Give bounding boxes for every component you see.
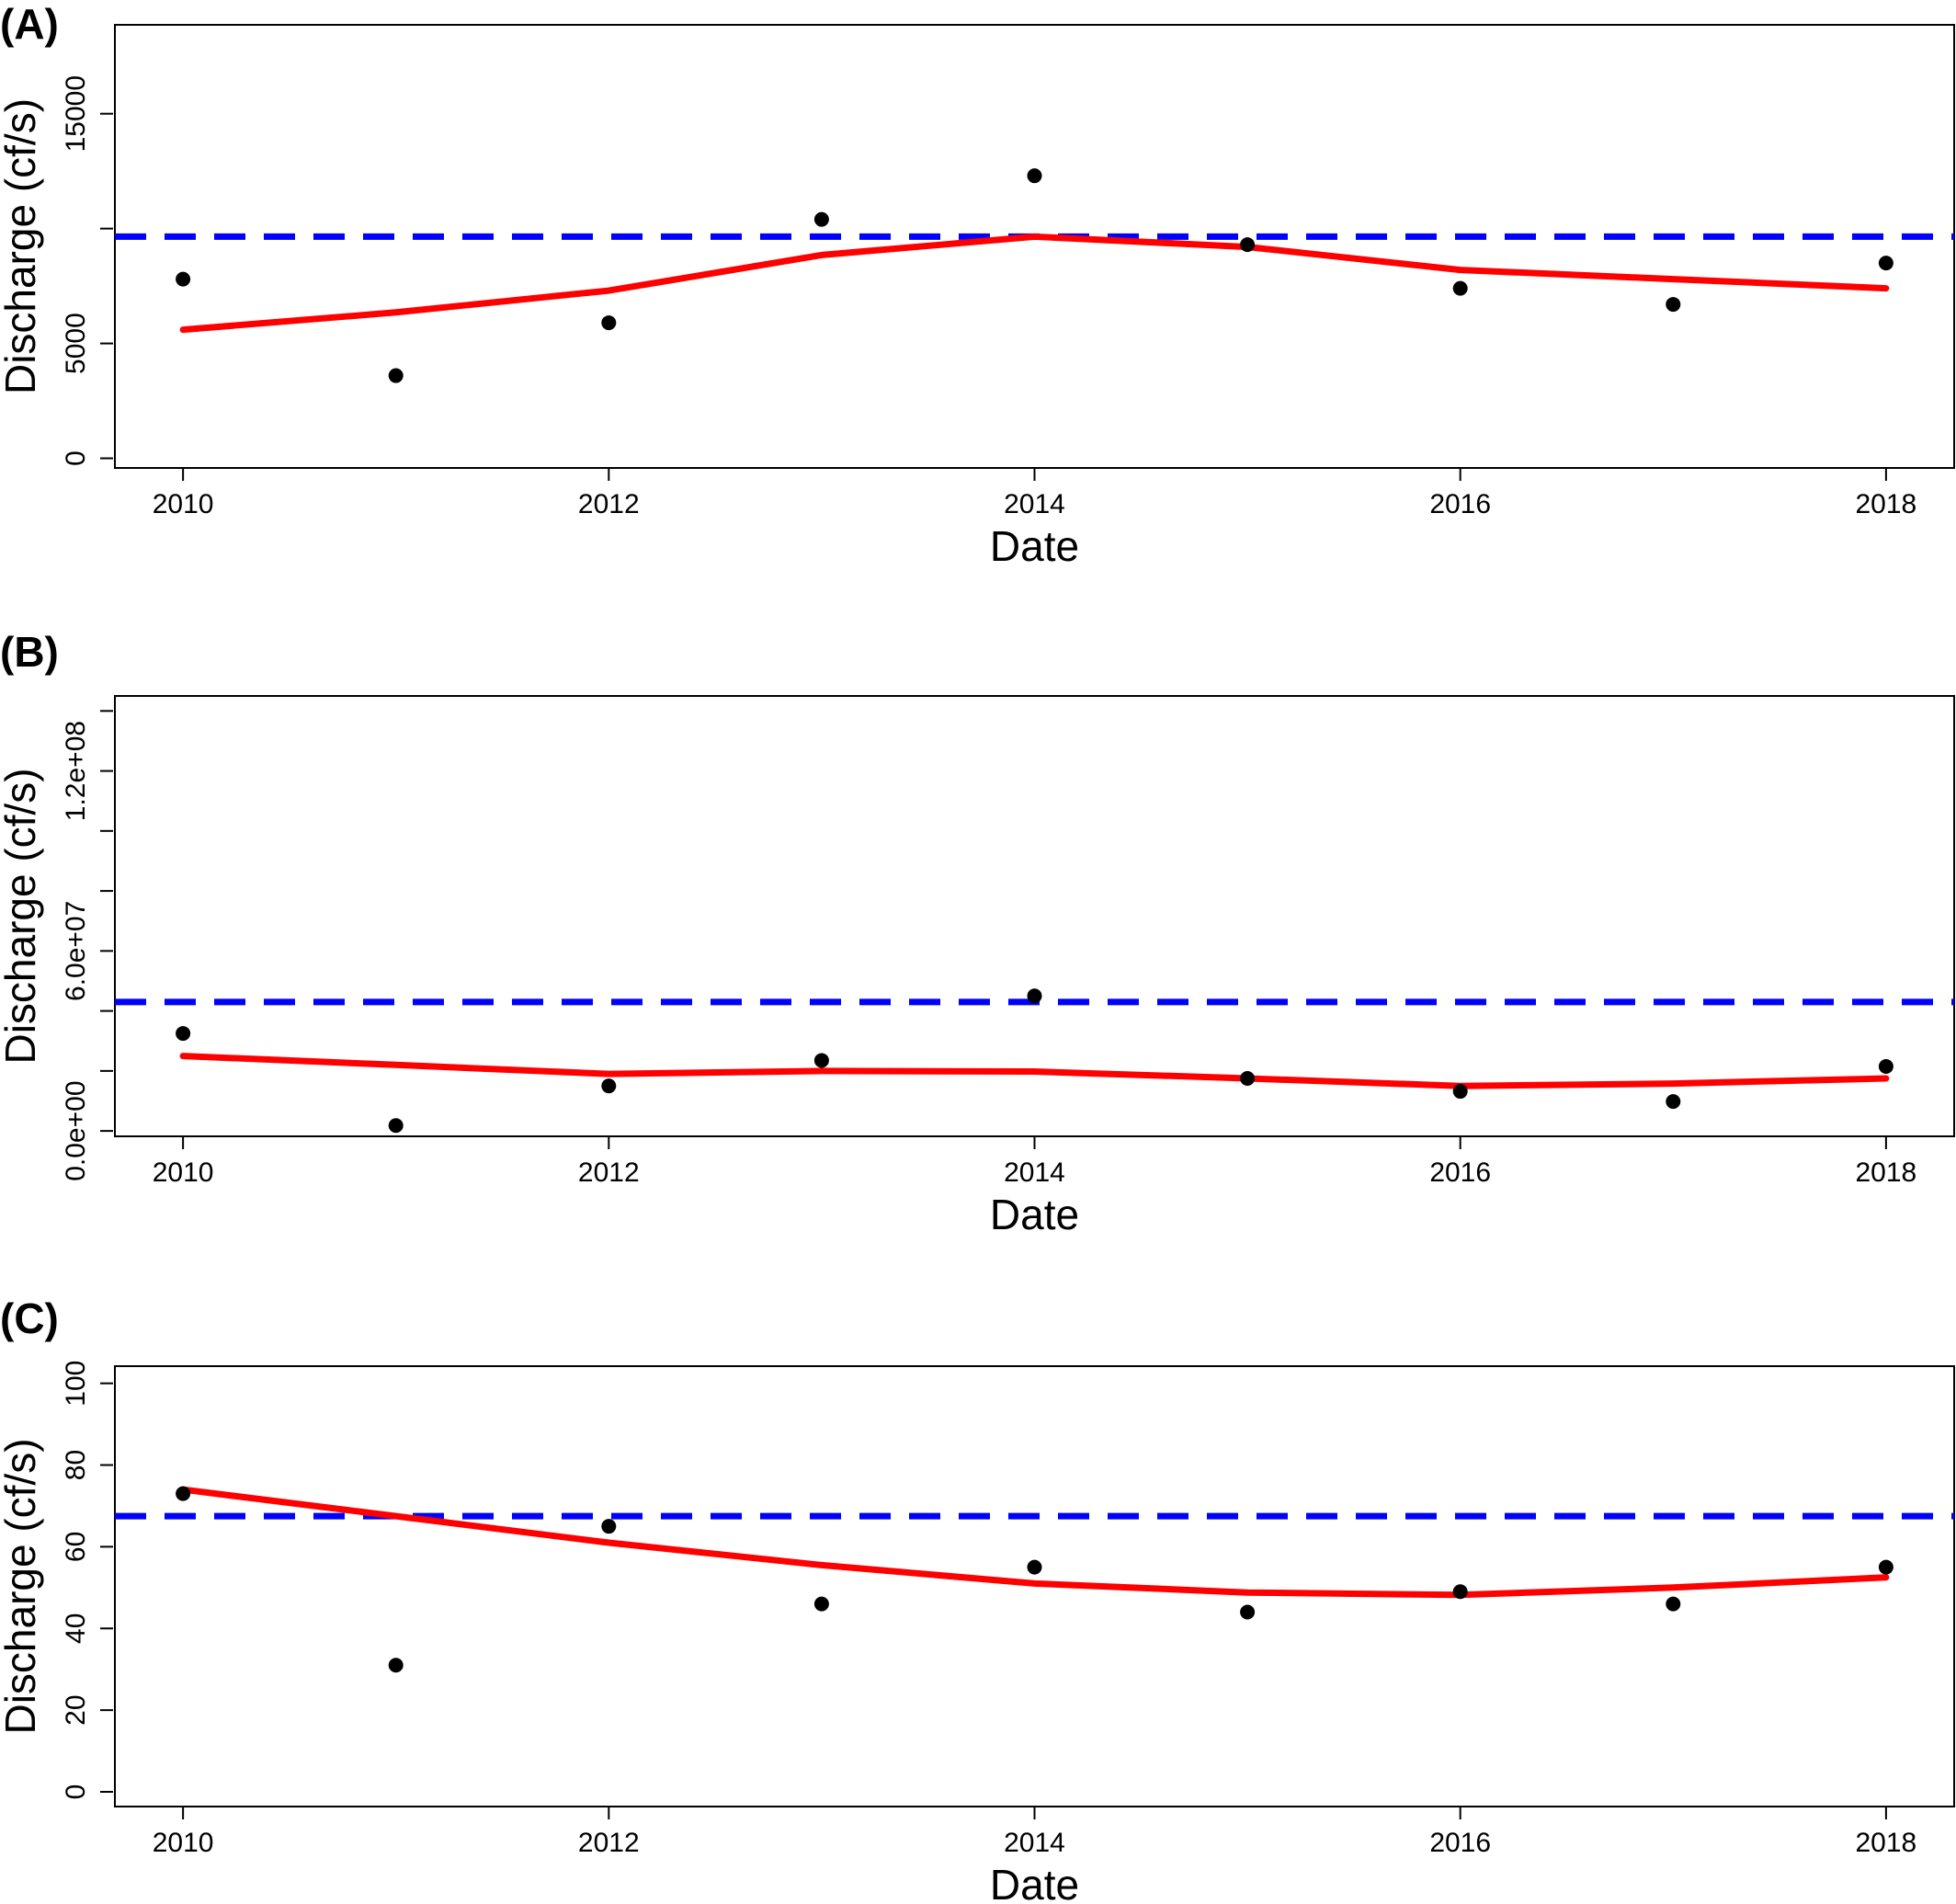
x-tick-label: 2010 — [153, 1157, 214, 1188]
data-point — [388, 1118, 404, 1134]
data-point — [601, 1078, 617, 1094]
data-point — [388, 1658, 404, 1673]
data-point — [1878, 1559, 1893, 1575]
data-point — [601, 315, 617, 331]
data-point — [1666, 1596, 1681, 1612]
data-point — [1240, 1604, 1256, 1620]
trend-line — [179, 1053, 1890, 1089]
panel-b: (B) 2010 2012 2014 2016 2018 0.0e+00 6.0e+07 1.2… — [0, 628, 1955, 1238]
x-tick-label: 2016 — [1429, 1157, 1491, 1188]
y-tick-label: 0 — [61, 450, 91, 466]
data-point — [1452, 1584, 1468, 1600]
data-point — [1666, 297, 1681, 313]
panel-label: (C) — [0, 1294, 59, 1342]
trend-line — [179, 233, 1890, 334]
data-point — [813, 1596, 829, 1612]
x-tick-label: 2016 — [1429, 1828, 1491, 1858]
data-point — [176, 271, 191, 287]
y-tick-label: 80 — [61, 1450, 91, 1480]
data-point — [601, 1519, 617, 1534]
y-tick-label: 20 — [61, 1694, 91, 1725]
x-axis-title: Date — [990, 522, 1079, 570]
data-point — [1452, 280, 1468, 296]
data-point — [1666, 1094, 1681, 1110]
data-point — [813, 211, 829, 227]
x-tick-label: 2014 — [1004, 489, 1065, 519]
plot-frame — [114, 24, 1955, 469]
data-point — [176, 1486, 191, 1501]
x-axis-title: Date — [990, 1191, 1079, 1238]
data-point — [176, 1026, 191, 1042]
x-tick-label: 2012 — [578, 1157, 640, 1188]
data-point — [1240, 1071, 1256, 1087]
data-point — [1027, 168, 1042, 184]
x-tick-label: 2018 — [1856, 1157, 1917, 1188]
data-point — [1027, 988, 1042, 1004]
x-tick-label: 2014 — [1004, 1828, 1065, 1858]
x-tick-label: 2010 — [153, 489, 214, 519]
trend-line — [179, 1486, 1890, 1599]
data-point — [1878, 1058, 1893, 1074]
y-tick-label: 0.0e+00 — [61, 1080, 91, 1180]
y-tick-label: 60 — [61, 1532, 91, 1562]
y-tick-label: 40 — [61, 1613, 91, 1644]
y-tick-label: 0 — [61, 1784, 91, 1800]
data-point — [1027, 1559, 1042, 1575]
data-point — [813, 1053, 829, 1068]
panel-label: (B) — [0, 628, 59, 676]
x-tick-label: 2018 — [1856, 489, 1917, 519]
x-tick-label: 2014 — [1004, 1157, 1065, 1188]
x-tick-label: 2012 — [578, 489, 640, 519]
data-point — [1240, 237, 1256, 253]
y-tick-label: 15000 — [61, 75, 91, 152]
data-point — [1452, 1084, 1468, 1100]
x-tick-label: 2010 — [153, 1828, 214, 1858]
x-tick-label: 2016 — [1429, 489, 1491, 519]
y-tick-label: 5000 — [61, 313, 91, 374]
y-axis-title: Discharge (cf/s) — [0, 768, 44, 1064]
data-point — [388, 368, 404, 383]
x-tick-label: 2018 — [1856, 1828, 1917, 1858]
x-tick-label: 2012 — [578, 1828, 640, 1858]
x-axis-title: Date — [990, 1861, 1079, 1904]
panel-a: (A) 2010 2012 2014 2016 2018 0 5000 15000 Date Dis… — [0, 0, 1955, 570]
y-tick-label: 6.0e+07 — [61, 901, 91, 1001]
y-tick-label: 100 — [61, 1361, 91, 1407]
panel-label: (A) — [0, 0, 59, 48]
y-axis-title: Discharge (cf/s) — [0, 1438, 44, 1734]
y-axis-title: Discharge (cf/s) — [0, 98, 44, 394]
y-tick-label: 1.2e+08 — [61, 721, 91, 821]
panel-c: (C) 2010 2012 2014 2016 2018 0 20 40 60 80 100 Date D… — [0, 1294, 1955, 1904]
data-point — [1878, 256, 1893, 271]
